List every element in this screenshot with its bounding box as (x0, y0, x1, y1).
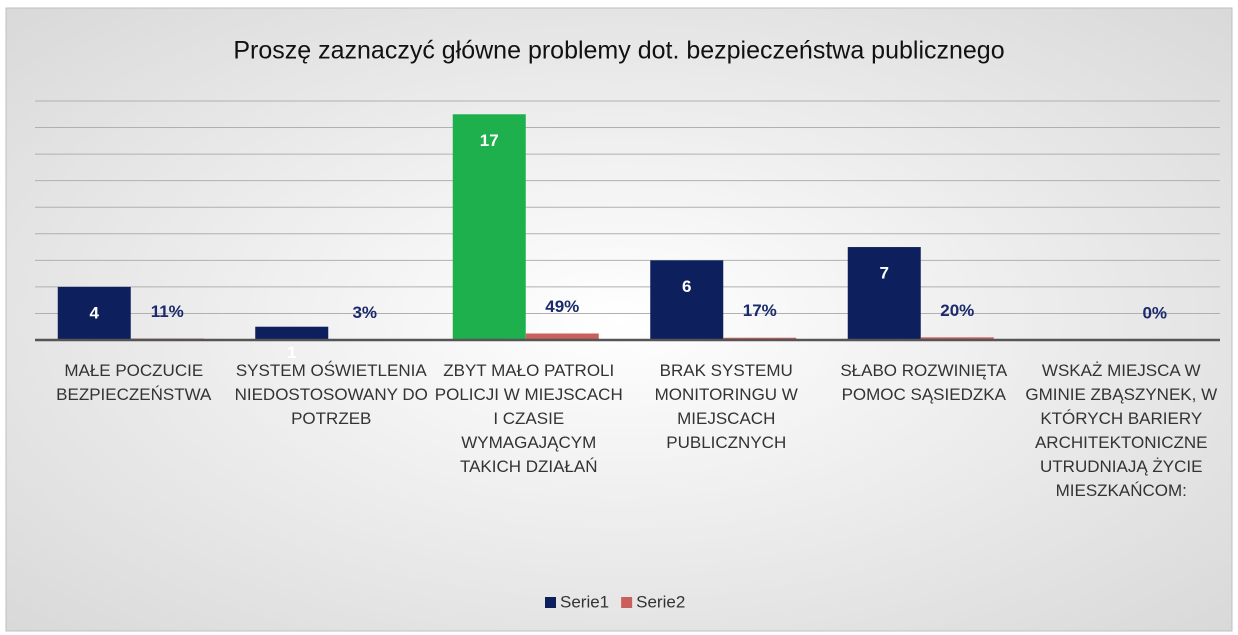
x-tick-label: SŁABO ROZWINIĘTA POMOC SĄSIEDZKA (840, 361, 1008, 404)
data-label: 20% (940, 301, 974, 320)
x-tick-label: SYSTEM OŚWIETLENIA NIEDOSTOSOWANY DO POTRZ… (235, 361, 428, 428)
data-label: 4 (90, 303, 100, 322)
x-tick-label: BRAK SYSTEMU MONITORINGU W MIEJSCACH PUBLIC… (655, 361, 798, 452)
data-label: 7 (880, 264, 889, 283)
data-label: 17% (743, 301, 777, 320)
data-label: 11% (151, 302, 184, 321)
bar (57, 286, 131, 340)
bar (920, 337, 994, 340)
data-label: 17 (480, 131, 499, 150)
data-label: 6 (682, 277, 691, 296)
chart-title: Proszę zaznaczyć główne problemy dot. be… (233, 37, 1004, 65)
x-tick-label: ZBYT MAŁO PATROLI POLICJI W MIEJSCACH I CZ… (435, 361, 623, 476)
legend-label: Serie1 (560, 592, 609, 611)
bar (650, 260, 724, 340)
data-label: 49% (545, 297, 579, 316)
x-tick-label: WSKAŻ MIEJSCA W GMINIE ZBĄSZYNEK, W KTÓRYC… (1025, 361, 1217, 500)
legend-swatch (545, 597, 556, 608)
bar (255, 326, 329, 340)
legend-label: Serie2 (636, 592, 685, 611)
bar (452, 114, 526, 341)
background (5, 7, 1233, 632)
bar (847, 247, 921, 340)
x-tick-label: MAŁE POCZUCIE BEZPIECZEŃSTWA (56, 361, 212, 404)
legend-swatch (621, 597, 633, 608)
data-label: 0% (1142, 303, 1167, 322)
data-label: 3% (352, 303, 377, 322)
bar (525, 333, 599, 340)
data-label: 1 (287, 343, 296, 362)
